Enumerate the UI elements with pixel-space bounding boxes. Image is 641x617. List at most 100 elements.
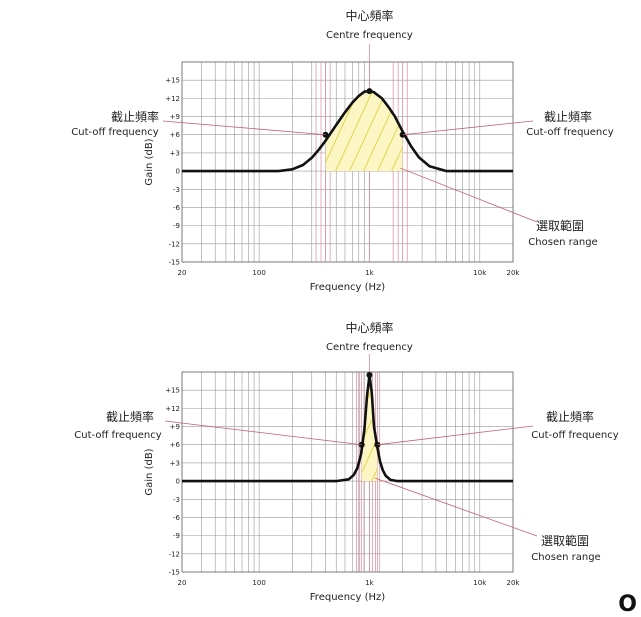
- hatch-line: [210, 41, 270, 171]
- hatch-line: [546, 41, 606, 171]
- response-curve: [182, 373, 513, 483]
- chosen-range-fill: [361, 375, 378, 482]
- range-leader: [374, 477, 538, 537]
- hatch-line: [288, 351, 348, 481]
- centre-label-en: Centre frequency: [326, 342, 413, 353]
- cutoff-left-label-zh: 截止頻率: [106, 409, 154, 424]
- hatch-line: [588, 41, 641, 171]
- hatch-line: [377, 91, 403, 172]
- hatch-line: [476, 41, 536, 171]
- annotation-leaders: [162, 120, 538, 223]
- centre-label-zh: 中心頻率: [345, 320, 393, 335]
- cutoff-right-label-zh: 截止頻率: [544, 109, 592, 124]
- y-tick-label: -6: [173, 204, 181, 212]
- hatch-line: [335, 91, 396, 172]
- y-tick-label: -15: [169, 259, 180, 267]
- hatch-line: [176, 351, 236, 481]
- cutoff-left-leader: [164, 420, 362, 446]
- range-leader: [400, 167, 538, 223]
- cutoff-left-label-en: Cut-off frequency: [74, 430, 161, 441]
- y-tick-label: +6: [170, 131, 181, 139]
- hatch-line: [484, 351, 544, 481]
- centre-point: [366, 88, 373, 95]
- x-tick-label: 10k: [473, 269, 487, 277]
- hatch-line: [428, 351, 488, 481]
- hatch-line: [196, 41, 256, 171]
- hatch-line: [224, 41, 284, 171]
- hatch-line: [434, 41, 494, 171]
- hatch-line: [462, 41, 522, 171]
- hatch-line: [386, 351, 446, 481]
- hatch-line: [349, 91, 403, 172]
- hatch-line: [246, 351, 306, 481]
- response-curve: [182, 89, 513, 173]
- cutoff-left-leader: [162, 120, 326, 136]
- cutoff-left-label-en: Cut-off frequency: [71, 127, 158, 138]
- annotation-leaders: [164, 420, 538, 537]
- cutoff-right-label-en: Cut-off frequency: [531, 430, 618, 441]
- y-tick-label: -3: [173, 186, 180, 194]
- y-tick-label: -12: [169, 240, 180, 248]
- chosen-range-hatch: [182, 41, 641, 172]
- hatch-line: [391, 91, 403, 172]
- x-tick-label: 10k: [473, 579, 487, 587]
- hatch-line: [232, 351, 292, 481]
- hatch-line: [616, 41, 641, 171]
- y-axis-label: Gain (dB): [144, 138, 155, 185]
- x-tick-label: 20k: [507, 269, 521, 277]
- hatch-line: [420, 41, 480, 171]
- hatch-line: [602, 41, 641, 171]
- range-label-en: Chosen range: [528, 237, 597, 248]
- hatch-line: [630, 41, 641, 171]
- y-tick-label: 0: [176, 168, 180, 176]
- y-tick-label: -15: [169, 569, 180, 577]
- y-tick-label: +3: [170, 149, 180, 157]
- y-tick-label: +12: [165, 95, 180, 103]
- range-label-en: Chosen range: [531, 552, 600, 563]
- y-tick-label: -6: [173, 514, 181, 522]
- cutoff-right-label-zh: 截止頻率: [546, 409, 594, 424]
- x-axis-label: Frequency (Hz): [310, 592, 386, 603]
- x-tick-label: 1k: [365, 269, 374, 277]
- hatch-line: [610, 351, 641, 481]
- hatch-line: [638, 351, 641, 481]
- y-tick-label: +12: [165, 405, 180, 413]
- range-label-zh: 選取範圍: [536, 218, 584, 233]
- hatch-line: [252, 41, 312, 171]
- hatch-line: [190, 351, 250, 481]
- x-tick-label: 20: [178, 269, 187, 277]
- y-axis-label: Gain (dB): [144, 448, 155, 495]
- x-tick-label: 1k: [365, 579, 374, 587]
- hatch-line: [518, 41, 578, 171]
- grid: [181, 371, 514, 573]
- hatch-line: [204, 351, 264, 481]
- cutoff-right-leader: [377, 425, 534, 446]
- hatch-line: [490, 41, 550, 171]
- y-tick-label: -9: [173, 222, 180, 230]
- y-tick-label: +15: [165, 77, 180, 85]
- y-tick-label: +9: [170, 423, 180, 431]
- hatch-line: [238, 41, 298, 171]
- hatch-line: [182, 41, 242, 171]
- chosen-range-fill: [325, 91, 403, 172]
- plot-frame: [181, 371, 514, 573]
- hatch-line: [325, 91, 382, 172]
- hatch-line: [218, 351, 278, 481]
- cutoff-right-leader: [402, 120, 534, 136]
- plot-frame: [181, 61, 514, 263]
- hatch-line: [274, 351, 334, 481]
- cutoff-left-label-zh: 截止頻率: [111, 109, 159, 124]
- chart-1: +15 +12 +9 +6 +3 0 -3 -6 -9 -12 -15 20 100 1k 10k 20k Fr…: [71, 8, 641, 293]
- hatch-line: [456, 351, 516, 481]
- centre-point: [366, 372, 373, 379]
- hatch-line: [504, 41, 564, 171]
- y-tick-label: 0: [176, 478, 180, 486]
- centre-label-en: Centre frequency: [326, 30, 413, 41]
- hatch-line: [560, 41, 620, 171]
- hatch-line: [361, 375, 363, 482]
- x-axis-label: Frequency (Hz): [310, 282, 386, 293]
- y-tick-label: +3: [170, 459, 180, 467]
- y-tick-label: -3: [173, 496, 180, 504]
